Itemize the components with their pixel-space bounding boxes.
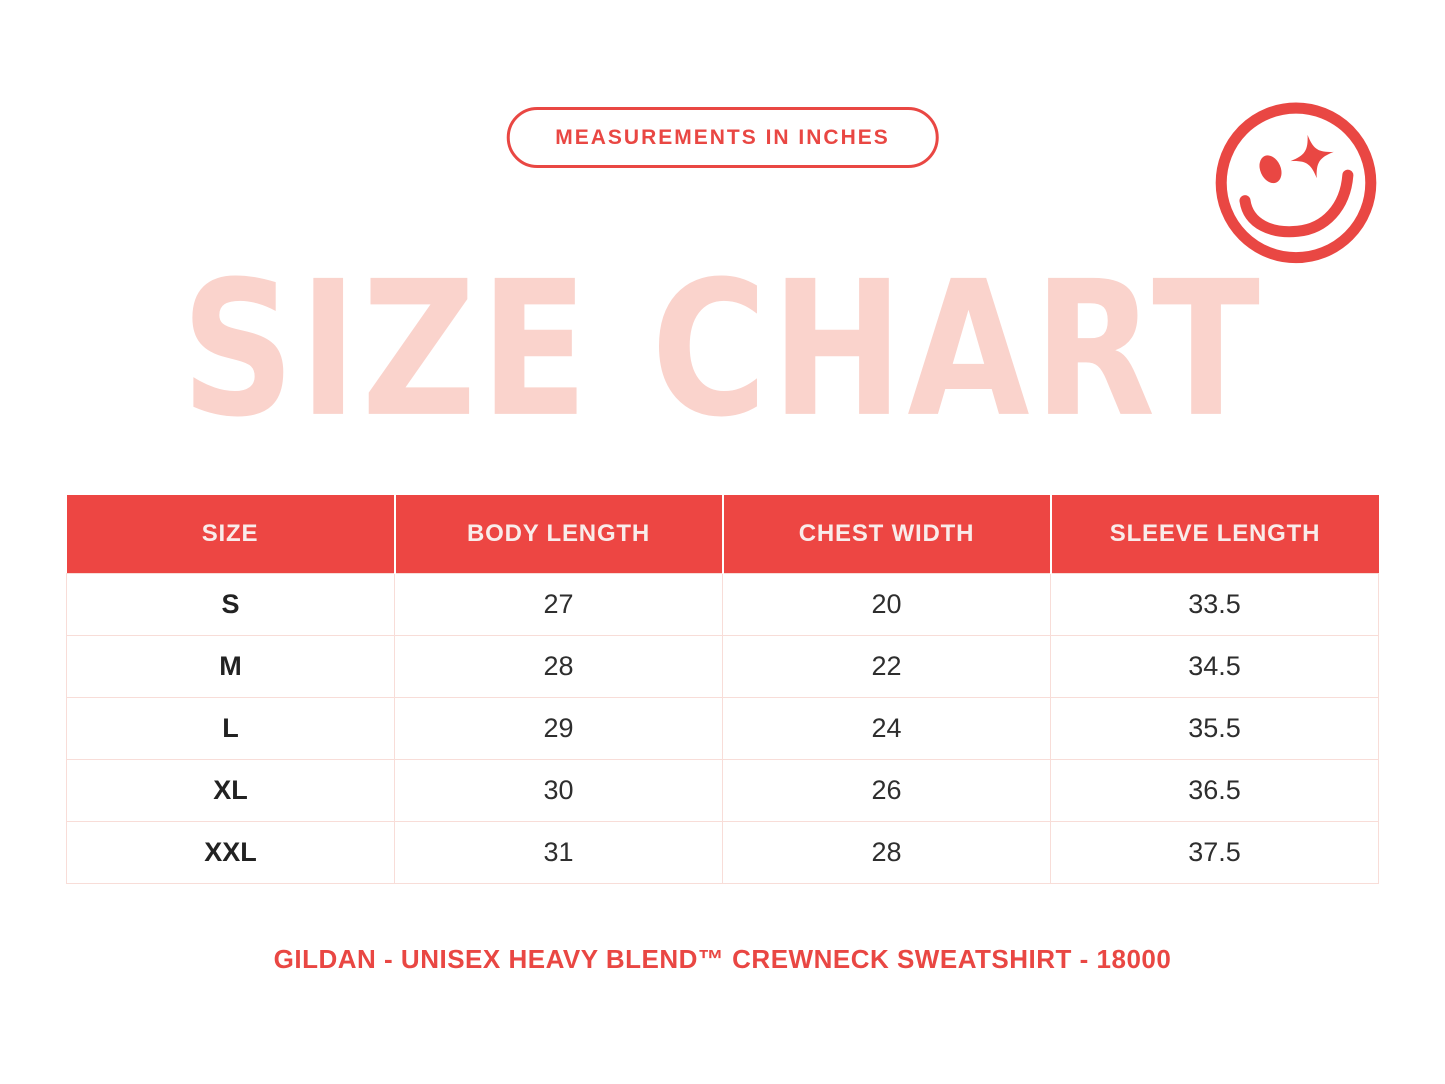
header-row: SIZE BODY LENGTH CHEST WIDTH SLEEVE LENG… [66, 495, 1379, 574]
cell-size: S [66, 573, 395, 636]
cell-size: XXL [66, 821, 395, 884]
cell-chest-width: 20 [722, 573, 1051, 636]
cell-size: L [66, 697, 395, 760]
measurements-badge: MEASUREMENTS IN INCHES [506, 107, 939, 168]
column-header-size: SIZE [66, 495, 396, 574]
cell-sleeve-length: 34.5 [1050, 635, 1379, 698]
cell-chest-width: 28 [722, 821, 1051, 884]
table-row-m: M 28 22 34.5 [66, 635, 1379, 698]
measurements-badge-label: MEASUREMENTS IN INCHES [555, 125, 890, 149]
table-row-xxl: XXL 31 28 37.5 [66, 821, 1379, 884]
cell-chest-width: 26 [722, 759, 1051, 822]
cell-chest-width: 24 [722, 697, 1051, 760]
cell-body-length: 27 [394, 573, 723, 636]
table-row-s: S 27 20 33.5 [66, 573, 1379, 636]
cell-body-length: 29 [394, 697, 723, 760]
column-header-chest-width: CHEST WIDTH [721, 495, 1052, 574]
size-table-header: SIZE BODY LENGTH CHEST WIDTH SLEEVE LENG… [66, 495, 1379, 574]
cell-body-length: 30 [394, 759, 723, 822]
cell-size: M [66, 635, 395, 698]
cell-sleeve-length: 35.5 [1050, 697, 1379, 760]
column-header-sleeve-length: SLEEVE LENGTH [1049, 495, 1379, 574]
cell-chest-width: 22 [722, 635, 1051, 698]
cell-body-length: 28 [394, 635, 723, 698]
winking-smiley-icon [1211, 97, 1381, 267]
size-table: SIZE BODY LENGTH CHEST WIDTH SLEEVE LENG… [66, 495, 1379, 884]
table-row-l: L 29 24 35.5 [66, 697, 1379, 760]
table-row-xl: XL 30 26 36.5 [66, 759, 1379, 822]
cell-size: XL [66, 759, 395, 822]
column-header-body-length: BODY LENGTH [393, 495, 724, 574]
cell-sleeve-length: 36.5 [1050, 759, 1379, 822]
page-title: SIZE CHART [181, 241, 1264, 459]
cell-sleeve-length: 33.5 [1050, 573, 1379, 636]
cell-body-length: 31 [394, 821, 723, 884]
cell-sleeve-length: 37.5 [1050, 821, 1379, 884]
product-caption: GILDAN - UNISEX HEAVY BLEND™ CREWNECK SW… [273, 944, 1172, 974]
size-table-body: S 27 20 33.5 M 28 22 34.5 L 29 24 35.5 X… [66, 573, 1379, 884]
